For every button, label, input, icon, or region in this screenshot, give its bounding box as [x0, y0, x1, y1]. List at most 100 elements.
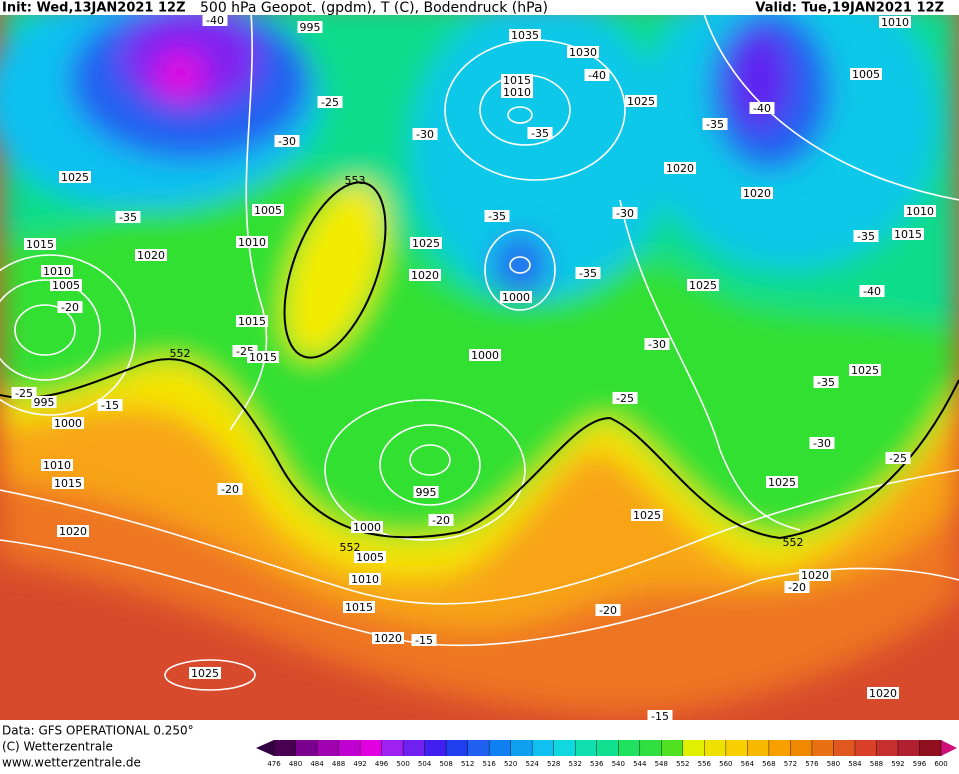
colorbar-label: 548: [655, 760, 668, 768]
colorbar-label: 600: [934, 760, 947, 768]
contour-552: [0, 358, 959, 540]
colorbar-label: 584: [848, 760, 862, 768]
label-bg: [849, 364, 881, 376]
label-bg: [135, 249, 167, 261]
label-bg: [885, 452, 911, 464]
color-swatch: [682, 740, 705, 756]
color-swatch: [338, 740, 361, 756]
isobar-label: 1000: [502, 291, 530, 304]
label-bg: [412, 128, 438, 140]
isobar-label: 1015: [26, 238, 54, 251]
isobar-label: 1010: [43, 459, 71, 472]
label-bg: [372, 632, 404, 644]
label-bg: [297, 21, 323, 33]
color-swatch: [360, 740, 383, 756]
isobar-label: 1025: [412, 237, 440, 250]
color-swatch: [553, 740, 576, 756]
label-bg: [469, 349, 501, 361]
color-swatch: [596, 740, 619, 756]
isobar-label: 1030: [569, 46, 597, 59]
isobar-label: 552: [340, 541, 361, 554]
isobar-label: 1025: [627, 95, 655, 108]
label-bg: [52, 477, 84, 489]
label-bg: [766, 476, 798, 488]
header-bg: [0, 0, 959, 15]
color-swatch: [725, 740, 748, 756]
color-swatch: [811, 740, 834, 756]
color-swatch: [489, 740, 512, 756]
colorbar-label: 572: [784, 760, 797, 768]
color-swatch: [317, 740, 340, 756]
isobar-label: 1005: [52, 279, 80, 292]
over-arrow: [941, 740, 957, 756]
label-bg: [859, 285, 885, 297]
isobar-label: -20: [432, 514, 450, 527]
color-swatch: [747, 740, 770, 756]
isobar-label: 1005: [356, 551, 384, 564]
colorbar-label: 524: [526, 760, 540, 768]
isobar-label: 1025: [768, 476, 796, 489]
label-bg: [97, 399, 123, 411]
init-time: Init: Wed,13JAN2021 12Z: [2, 1, 186, 16]
isobar-label: 552: [783, 536, 804, 549]
isobar-label: 1010: [881, 16, 909, 29]
label-bg: [527, 127, 553, 139]
isobar-label: -35: [817, 376, 835, 389]
colorbar-label: 512: [461, 760, 474, 768]
color-swatch: [274, 740, 297, 756]
colorbar-label: 480: [289, 760, 302, 768]
label-bg: [236, 236, 268, 248]
label-bg: [853, 230, 879, 242]
isobars: [0, 0, 959, 691]
isobar-label: -30: [813, 437, 831, 450]
label-bg: [809, 437, 835, 449]
color-swatch: [575, 740, 598, 756]
label-bg: [252, 204, 284, 216]
label-bg: [409, 269, 441, 281]
colorbar-label: 504: [418, 760, 432, 768]
label-bg: [813, 376, 839, 388]
colorbar-label: 508: [439, 760, 452, 768]
isobar-label: 1015: [503, 74, 531, 87]
label-bg: [567, 46, 599, 58]
label-bg: [631, 509, 663, 521]
label-bg: [687, 279, 719, 291]
colorbar-label: 552: [676, 760, 689, 768]
color-swatch: [532, 740, 555, 756]
colorbar-label: 488: [332, 760, 345, 768]
color-swatch: [790, 740, 813, 756]
colorbar-label: 536: [590, 760, 604, 768]
label-bg: [644, 338, 670, 350]
isobar-label: -35: [857, 230, 875, 243]
label-bg: [749, 102, 775, 114]
isobar-label: 1000: [353, 521, 381, 534]
label-bg: [867, 687, 899, 699]
colorbar-label: 576: [805, 760, 819, 768]
label-bg: [57, 301, 83, 313]
color-swatch: [381, 740, 404, 756]
color-swatch: [618, 740, 641, 756]
label-bg: [584, 69, 610, 81]
color-swatch: [403, 740, 426, 756]
label-bg: [41, 265, 73, 277]
label-bg: [575, 267, 601, 279]
color-swatch: [510, 740, 533, 756]
data-source: Data: GFS OPERATIONAL 0.250°: [2, 724, 194, 738]
label-bg: [351, 521, 383, 533]
isobar-label: 1025: [61, 171, 89, 184]
label-bg: [904, 205, 936, 217]
label-bg: [354, 551, 386, 563]
colorbar-label: 580: [827, 760, 840, 768]
isobar-label: 1015: [345, 601, 373, 614]
label-bg: [879, 16, 911, 28]
color-swatch: [424, 740, 447, 756]
label-bg: [236, 315, 268, 327]
label-bg: [317, 96, 343, 108]
isobar-label: -40: [206, 14, 224, 27]
isobar-label: -15: [651, 710, 669, 723]
color-swatch: [833, 740, 856, 756]
label-bg: [501, 86, 533, 98]
